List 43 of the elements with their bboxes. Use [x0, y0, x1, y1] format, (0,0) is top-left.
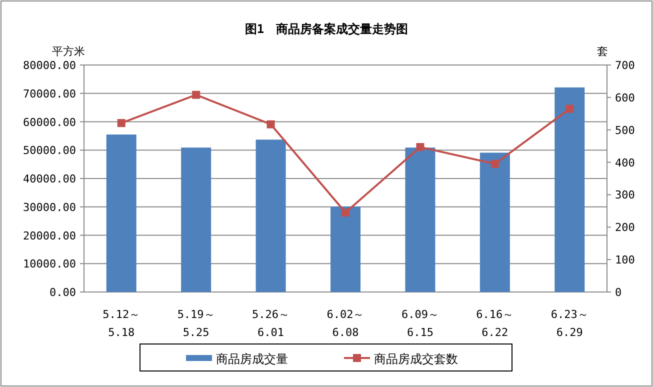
point: [490, 160, 499, 168]
bar: [256, 140, 286, 292]
y-tick-label: 50000.00: [23, 144, 76, 158]
x-tick-label: 5.19～ 5.25: [177, 308, 215, 339]
y2-tick-label: 0: [615, 286, 622, 299]
y2-tick-label: 100: [615, 254, 635, 267]
x-tick-label: 5.26～ 6.01: [252, 308, 290, 339]
y2-tick-label: 200: [615, 221, 635, 234]
x-tick-label: 5.12～ 5.18: [102, 308, 140, 339]
y-tick-label: 0.00: [50, 286, 76, 299]
y2-tick-label: 700: [615, 59, 635, 72]
chart-title: 图1 商品房备案成交量走势图: [244, 22, 408, 36]
legend-label: 商品房成交套数: [374, 352, 458, 366]
point: [416, 143, 424, 152]
y-tick-label: 20000.00: [23, 229, 76, 242]
point: [266, 120, 275, 128]
x-tick-label: 6.02～ 6.08: [326, 308, 364, 339]
point: [117, 119, 126, 128]
x-tick-label: 6.09～ 6.15: [401, 308, 439, 339]
x-tick-label: 6.23～ 6.29: [550, 308, 588, 339]
y2-axis-title: 套: [597, 45, 608, 58]
y-axis-title: 平方米: [52, 45, 85, 58]
bar: [480, 152, 510, 292]
y-tick-label: 80000.00: [23, 59, 76, 72]
bar: [106, 134, 136, 292]
y-tick-label: 60000.00: [23, 116, 76, 129]
bar: [405, 148, 436, 292]
y-tick-label: 30000.00: [23, 200, 76, 214]
y2-tick-label: 500: [615, 124, 635, 137]
point: [192, 90, 200, 99]
bar: [181, 148, 212, 292]
y2-tick-label: 600: [615, 91, 635, 104]
point: [342, 208, 350, 217]
y-tick-label: 40000.00: [23, 172, 76, 186]
bar: [330, 206, 360, 292]
y2-tick-label: 400: [615, 156, 635, 170]
point: [566, 104, 574, 113]
bar: [554, 87, 585, 292]
x-tick-label: 6.16～ 6.22: [476, 308, 514, 339]
y-tick-label: 70000.00: [23, 87, 76, 100]
legend-label: 商品房成交量: [216, 352, 288, 366]
y-tick-label: 10000.00: [23, 258, 76, 271]
y2-tick-label: 300: [615, 188, 635, 202]
